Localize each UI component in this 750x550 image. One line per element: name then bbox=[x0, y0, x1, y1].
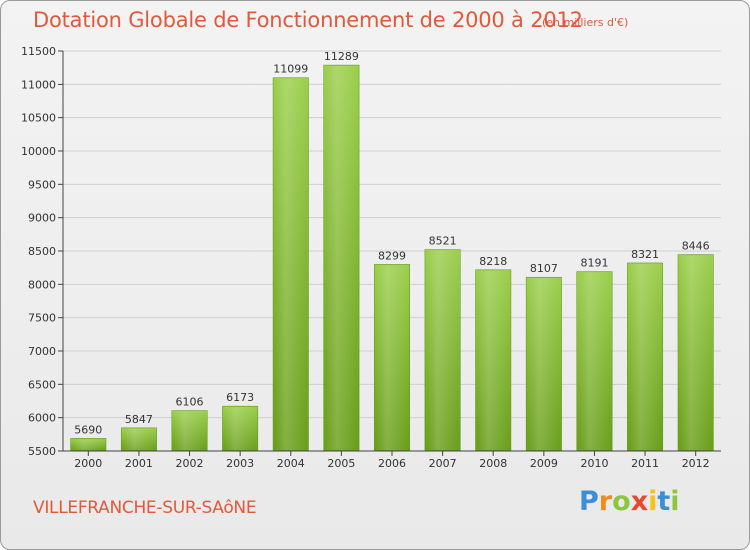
y-tick-label: 7000 bbox=[28, 345, 56, 358]
data-label-2005: 11289 bbox=[324, 50, 359, 63]
x-tick-label: 2003 bbox=[226, 457, 254, 470]
bar-highlight bbox=[123, 428, 155, 450]
y-tick-label: 8500 bbox=[28, 245, 56, 258]
bars bbox=[70, 64, 714, 452]
x-tick-label: 2010 bbox=[580, 457, 608, 470]
data-label-2001: 5847 bbox=[125, 413, 153, 426]
logo-letter: x bbox=[630, 486, 649, 517]
x-tick-label: 2000 bbox=[74, 457, 102, 470]
x-tick-label: 2008 bbox=[479, 457, 507, 470]
x-tick-label: 2004 bbox=[277, 457, 305, 470]
x-tick-label: 2007 bbox=[429, 457, 457, 470]
logo-letter: r bbox=[598, 486, 613, 517]
x-tick-label: 2012 bbox=[682, 457, 710, 470]
bar-highlight bbox=[477, 270, 509, 450]
logo-letter: i bbox=[670, 486, 680, 517]
bar-highlight bbox=[578, 272, 611, 450]
bar-highlight bbox=[275, 78, 307, 450]
y-tick-label: 10000 bbox=[21, 145, 56, 158]
bar-highlight bbox=[528, 278, 560, 450]
logo-letter: t bbox=[657, 486, 671, 517]
data-label-2007: 8521 bbox=[429, 235, 457, 248]
data-label-2009: 8107 bbox=[530, 262, 558, 275]
logo-letter: o bbox=[612, 486, 631, 517]
y-tick-label: 6500 bbox=[28, 378, 56, 391]
y-tick-label: 9000 bbox=[28, 212, 56, 225]
y-tick-label: 6000 bbox=[28, 412, 56, 425]
chart-title: Dotation Globale de Fonctionnement de 20… bbox=[33, 8, 583, 32]
x-tick-label: 2005 bbox=[327, 457, 355, 470]
bar-highlight bbox=[224, 407, 256, 450]
data-label-2000: 5690 bbox=[74, 423, 102, 436]
x-tick-label: 2002 bbox=[176, 457, 204, 470]
y-tick-label: 9500 bbox=[28, 178, 56, 191]
bar-highlight bbox=[426, 250, 459, 450]
data-label-2012: 8446 bbox=[682, 240, 710, 253]
bar-highlight bbox=[376, 265, 408, 450]
y-tick-label: 11500 bbox=[21, 45, 56, 58]
x-tick-label: 2006 bbox=[378, 457, 406, 470]
x-tick-label: 2009 bbox=[530, 457, 558, 470]
y-tick-label: 7500 bbox=[28, 312, 56, 325]
data-label-2004: 11099 bbox=[273, 63, 308, 76]
y-tick-label: 5500 bbox=[28, 445, 56, 458]
y-tick-label: 11000 bbox=[21, 78, 56, 91]
y-tick-label: 8000 bbox=[28, 278, 56, 291]
bar-highlight bbox=[629, 263, 661, 450]
city-name: VILLEFRANCHE-SUR-SAôNE bbox=[33, 498, 257, 518]
y-tick-label: 10500 bbox=[21, 112, 56, 125]
bar-highlight bbox=[325, 66, 358, 451]
bar-highlight bbox=[679, 255, 712, 450]
proxiti-logo[interactable]: Proxiti bbox=[579, 486, 680, 517]
chart-subtitle: (en milliers d'€) bbox=[542, 16, 629, 29]
logo-letter: P bbox=[579, 486, 599, 517]
bar-highlight bbox=[72, 439, 105, 450]
x-tick-label: 2011 bbox=[631, 457, 659, 470]
data-label-2002: 6106 bbox=[176, 396, 204, 409]
logo-letter: i bbox=[648, 486, 658, 517]
axes: 5500 6000 6500 7000 7500 8000 8500 9000 9500 1000… bbox=[21, 45, 721, 470]
data-labels: 5690 5847 6106 6173 11099 11289 8299 8521 8218 81… bbox=[74, 50, 709, 436]
data-label-2006: 8299 bbox=[378, 249, 406, 262]
data-label-2010: 8191 bbox=[580, 257, 608, 270]
data-label-2003: 6173 bbox=[226, 391, 254, 404]
data-label-2011: 8321 bbox=[631, 248, 659, 261]
data-label-2008: 8218 bbox=[479, 255, 507, 268]
x-tick-label: 2001 bbox=[125, 457, 153, 470]
bar-highlight bbox=[173, 411, 206, 450]
